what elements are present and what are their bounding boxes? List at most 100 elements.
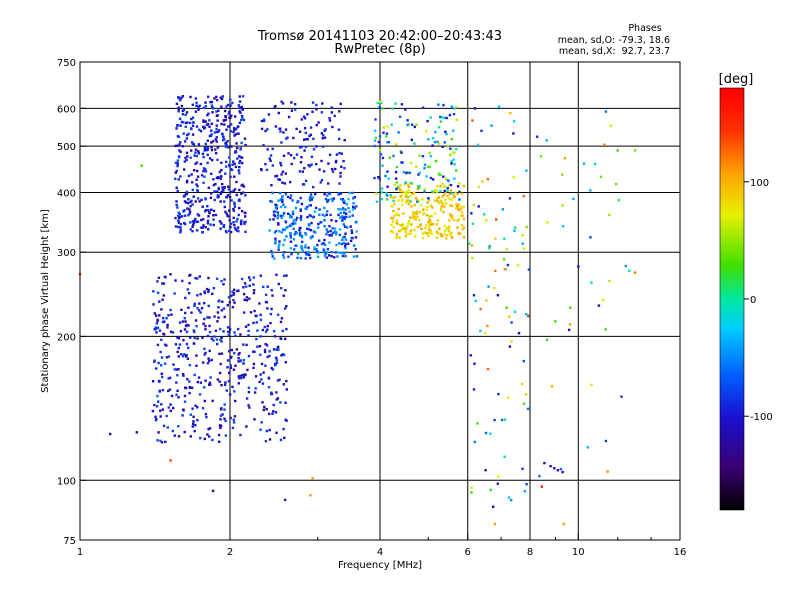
data-point [238, 352, 241, 355]
data-point [176, 163, 179, 166]
data-point [430, 215, 433, 218]
data-point [177, 396, 180, 399]
data-point [210, 337, 213, 340]
data-point [191, 181, 194, 184]
data-point [188, 386, 191, 389]
data-point [259, 353, 262, 356]
data-point [540, 485, 543, 488]
data-point [556, 469, 560, 472]
data-point [284, 401, 287, 404]
data-point [253, 309, 256, 313]
data-point [223, 186, 226, 190]
colorbar-tick-label: 0 [750, 295, 756, 306]
data-point [404, 181, 408, 184]
data-point [401, 190, 405, 193]
data-point [282, 243, 285, 247]
data-point [240, 192, 243, 195]
data-point [280, 287, 283, 290]
data-point [602, 298, 605, 302]
data-point [265, 408, 268, 411]
data-point [460, 224, 464, 227]
data-point [328, 119, 332, 122]
data-point [202, 106, 206, 109]
data-point [285, 327, 288, 331]
data-point [176, 161, 179, 165]
data-point [223, 123, 226, 126]
data-point [192, 329, 196, 332]
data-point [187, 292, 191, 295]
data-point [203, 146, 207, 149]
data-point [190, 386, 194, 389]
data-point [322, 251, 325, 254]
data-point [162, 424, 166, 428]
data-point [446, 145, 449, 148]
data-point [314, 192, 317, 196]
data-point [252, 291, 256, 295]
data-point [512, 120, 516, 123]
data-point [215, 110, 218, 113]
data-point [273, 214, 277, 218]
data-point [155, 367, 158, 370]
data-point [290, 109, 294, 112]
data-point [192, 121, 195, 124]
data-point [412, 228, 416, 232]
data-point [231, 290, 234, 293]
data-point [316, 243, 319, 247]
data-point [428, 215, 431, 218]
data-point [303, 127, 307, 130]
data-point [320, 132, 323, 135]
data-point [207, 290, 210, 294]
data-point [318, 239, 321, 242]
data-point [309, 193, 313, 196]
data-point [443, 116, 446, 120]
data-point [389, 193, 392, 197]
data-point [177, 225, 180, 229]
data-point [330, 255, 333, 258]
data-point [240, 141, 243, 145]
data-point [248, 284, 251, 287]
data-point [176, 336, 179, 339]
data-point [439, 233, 443, 236]
data-point [374, 136, 377, 139]
data-point [279, 438, 283, 442]
data-point [382, 131, 385, 134]
data-point [217, 129, 221, 132]
data-point [310, 155, 314, 158]
data-point [394, 177, 398, 180]
data-point [427, 234, 430, 238]
data-point [191, 407, 194, 410]
data-point [242, 359, 246, 362]
data-point [238, 95, 241, 98]
data-point [633, 149, 637, 152]
data-point [309, 214, 313, 218]
data-point [393, 214, 396, 218]
data-point [179, 330, 183, 333]
data-point [217, 109, 220, 112]
data-point [603, 143, 606, 146]
data-point [269, 154, 273, 157]
data-point [234, 399, 237, 403]
data-point [223, 200, 226, 203]
data-point [341, 198, 344, 201]
data-point [444, 229, 447, 232]
data-point [281, 181, 284, 184]
data-point [284, 128, 288, 131]
data-point [199, 381, 203, 384]
data-point [191, 203, 194, 206]
data-point [320, 111, 324, 114]
data-point [193, 302, 196, 305]
data-point [293, 248, 296, 251]
data-point [185, 330, 189, 334]
data-point [562, 225, 565, 228]
data-point [258, 380, 261, 384]
data-point [166, 326, 169, 329]
data-point [181, 95, 185, 98]
data-point [436, 185, 439, 188]
data-point [242, 286, 245, 289]
data-point [378, 135, 382, 138]
data-point [233, 128, 236, 131]
data-point [335, 159, 338, 163]
data-point [431, 190, 434, 193]
data-point [232, 421, 236, 424]
data-point [274, 175, 277, 178]
